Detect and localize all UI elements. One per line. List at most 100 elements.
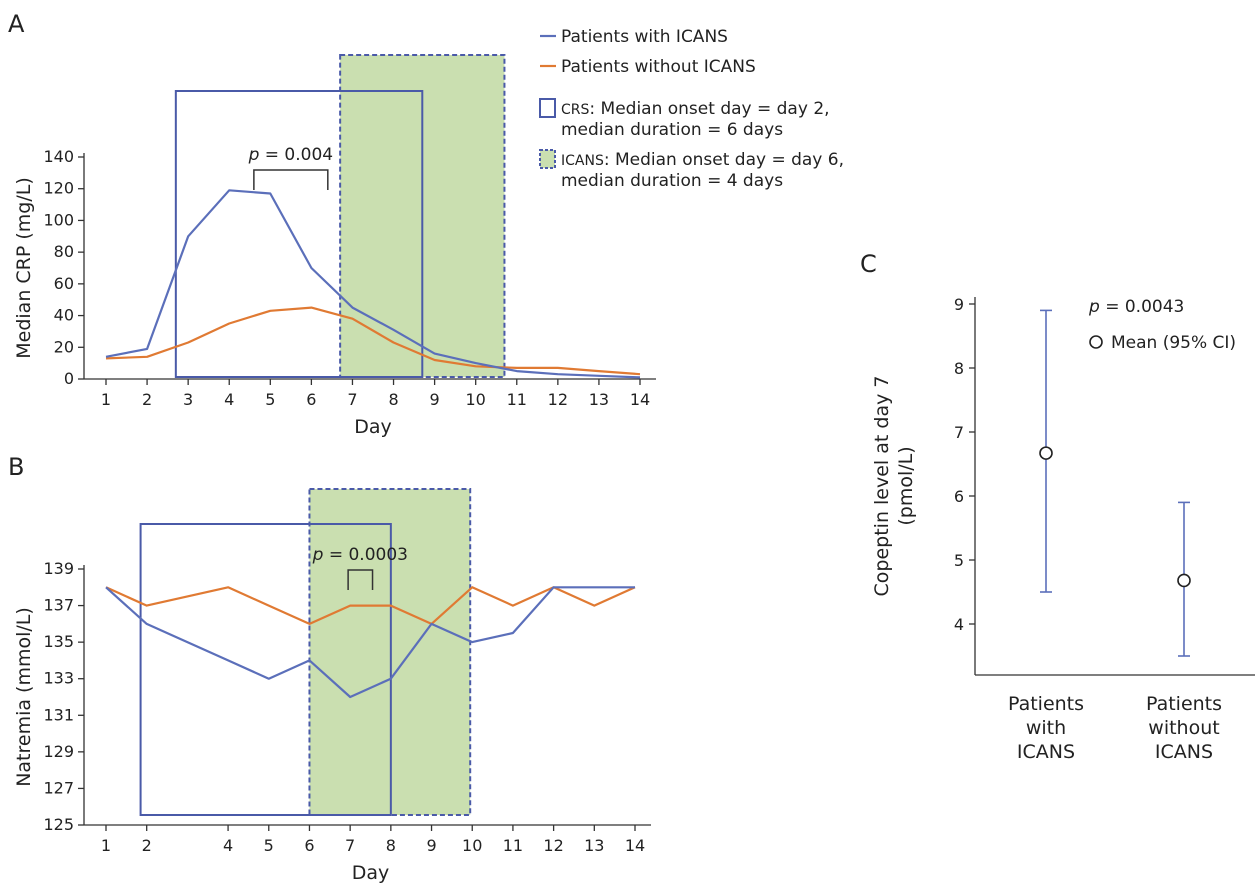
x-tick-label: 6 xyxy=(306,390,316,409)
legend-icans-text: : Median onset day = day 6, xyxy=(604,150,844,170)
legend-crs-abbr: CRS xyxy=(561,102,590,118)
crs-window xyxy=(174,90,424,378)
y-axis-label: Median CRP (mg/L) xyxy=(13,177,35,359)
y-tick-label: 8 xyxy=(954,359,964,378)
category-label: with xyxy=(1026,717,1066,739)
y-tick-label: 140 xyxy=(43,147,74,166)
pvalue-label: p = 0.0003 xyxy=(312,545,408,565)
legend-icans-abbr: ICANS xyxy=(561,153,604,169)
x-tick-label: 14 xyxy=(625,836,645,855)
y-tick-label: 5 xyxy=(954,551,964,570)
y-tick-label: 0 xyxy=(64,369,74,388)
legend-icans-label: Patients with ICANS xyxy=(561,27,728,47)
y-tick-label: 40 xyxy=(54,306,74,325)
x-tick-label: 6 xyxy=(304,836,314,855)
x-tick-label: 12 xyxy=(548,390,568,409)
category-label: without xyxy=(1148,717,1219,739)
y-tick-label: 137 xyxy=(43,596,74,615)
legend-crs-line2: median duration = 6 days xyxy=(561,120,783,140)
y-tick-label: 4 xyxy=(954,615,964,634)
y-tick-label: 6 xyxy=(954,487,964,506)
x-tick-label: 9 xyxy=(426,836,436,855)
x-tick-label: 13 xyxy=(589,390,609,409)
category-label: ICANS xyxy=(1155,741,1213,763)
x-tick-label: 7 xyxy=(347,390,357,409)
x-tick-label: 11 xyxy=(507,390,527,409)
panel-label-a: A xyxy=(8,10,25,38)
x-tick-label: 11 xyxy=(503,836,523,855)
y-tick-label: 129 xyxy=(43,742,74,761)
x-tick-label: 12 xyxy=(543,836,563,855)
pvalue-label: p = 0.0043 xyxy=(1088,297,1184,317)
legend-icans-line2: median duration = 4 days xyxy=(561,171,783,191)
x-tick-label: 3 xyxy=(183,390,193,409)
legend-crs-text: : Median onset day = day 2, xyxy=(589,99,829,119)
y-axis-label: Copeptin level at day 7 xyxy=(871,376,893,597)
y-axis-label: Natremia (mmol/L) xyxy=(13,607,35,787)
x-tick-label: 4 xyxy=(224,390,234,409)
x-tick-label: 5 xyxy=(264,836,274,855)
y-tick-label: 127 xyxy=(43,778,74,797)
legend-no-icans-label: Patients without ICANS xyxy=(561,57,756,77)
y-tick-label: 135 xyxy=(43,632,74,651)
y-tick-label: 80 xyxy=(54,242,74,261)
legend-icans-window-label: ICANS: Median onset day = day 6, xyxy=(561,150,844,170)
x-tick-label: 9 xyxy=(430,390,440,409)
panel-label-c: C xyxy=(860,250,877,278)
pvalue-bracket xyxy=(253,169,329,190)
legend-icans-window-swatch xyxy=(539,149,556,169)
y-tick-label: 133 xyxy=(43,669,74,688)
pvalue-value: = 0.0003 xyxy=(323,545,408,565)
y-tick-label: 131 xyxy=(43,705,74,724)
x-tick-label: 1 xyxy=(101,836,111,855)
legend-mean-marker xyxy=(1089,335,1103,349)
series-line-icans xyxy=(105,586,635,699)
icans-window xyxy=(308,488,472,816)
x-tick-label: 8 xyxy=(388,390,398,409)
x-tick-label: 1 xyxy=(101,390,111,409)
panel-label-b: B xyxy=(8,453,24,481)
y-tick-label: 100 xyxy=(43,210,74,229)
x-axis-label: Day xyxy=(354,416,392,438)
x-tick-label: 14 xyxy=(630,390,650,409)
category-label: Patients xyxy=(1008,693,1084,715)
pvalue-symbol: p xyxy=(312,545,324,565)
category-label: Patients xyxy=(1146,693,1222,715)
crs-window xyxy=(139,523,392,816)
series-line-no-icans xyxy=(105,306,641,376)
x-tick-label: 5 xyxy=(265,390,275,409)
x-tick-label: 7 xyxy=(345,836,355,855)
pvalue-label: p = 0.004 xyxy=(248,145,334,165)
legend-crs-swatch xyxy=(539,98,556,118)
series-line-icans xyxy=(105,189,641,379)
y-tick-label: 125 xyxy=(43,815,74,834)
pvalue-symbol: p xyxy=(1088,297,1100,317)
pvalue-value: = 0.004 xyxy=(259,145,333,165)
mean-marker xyxy=(1177,573,1191,588)
x-tick-label: 10 xyxy=(466,390,486,409)
y-tick-label: 60 xyxy=(54,274,74,293)
pvalue-bracket xyxy=(347,569,374,590)
y-tick-label: 120 xyxy=(43,179,74,198)
x-tick-label: 13 xyxy=(584,836,604,855)
x-tick-label: 2 xyxy=(142,836,152,855)
y-tick-label: 139 xyxy=(43,559,74,578)
panel-c-copeptin-chart: 456789PatientswithICANSPatientswithoutIC… xyxy=(871,295,1255,763)
y-axis-unit: (pmol/L) xyxy=(895,446,917,525)
x-tick-label: 2 xyxy=(142,390,152,409)
y-tick-label: 7 xyxy=(954,423,964,442)
pvalue-symbol: p xyxy=(248,145,260,165)
y-tick-label: 9 xyxy=(954,295,964,314)
mean-marker xyxy=(1039,446,1053,460)
x-tick-label: 4 xyxy=(223,836,233,855)
legend-crs-label: CRS: Median onset day = day 2, xyxy=(561,99,830,119)
x-axis-label: Day xyxy=(352,862,390,884)
pvalue-value: = 0.0043 xyxy=(1100,297,1185,317)
x-tick-label: 8 xyxy=(386,836,396,855)
y-tick-label: 20 xyxy=(54,337,74,356)
x-tick-label: 10 xyxy=(462,836,482,855)
category-label: ICANS xyxy=(1017,741,1075,763)
